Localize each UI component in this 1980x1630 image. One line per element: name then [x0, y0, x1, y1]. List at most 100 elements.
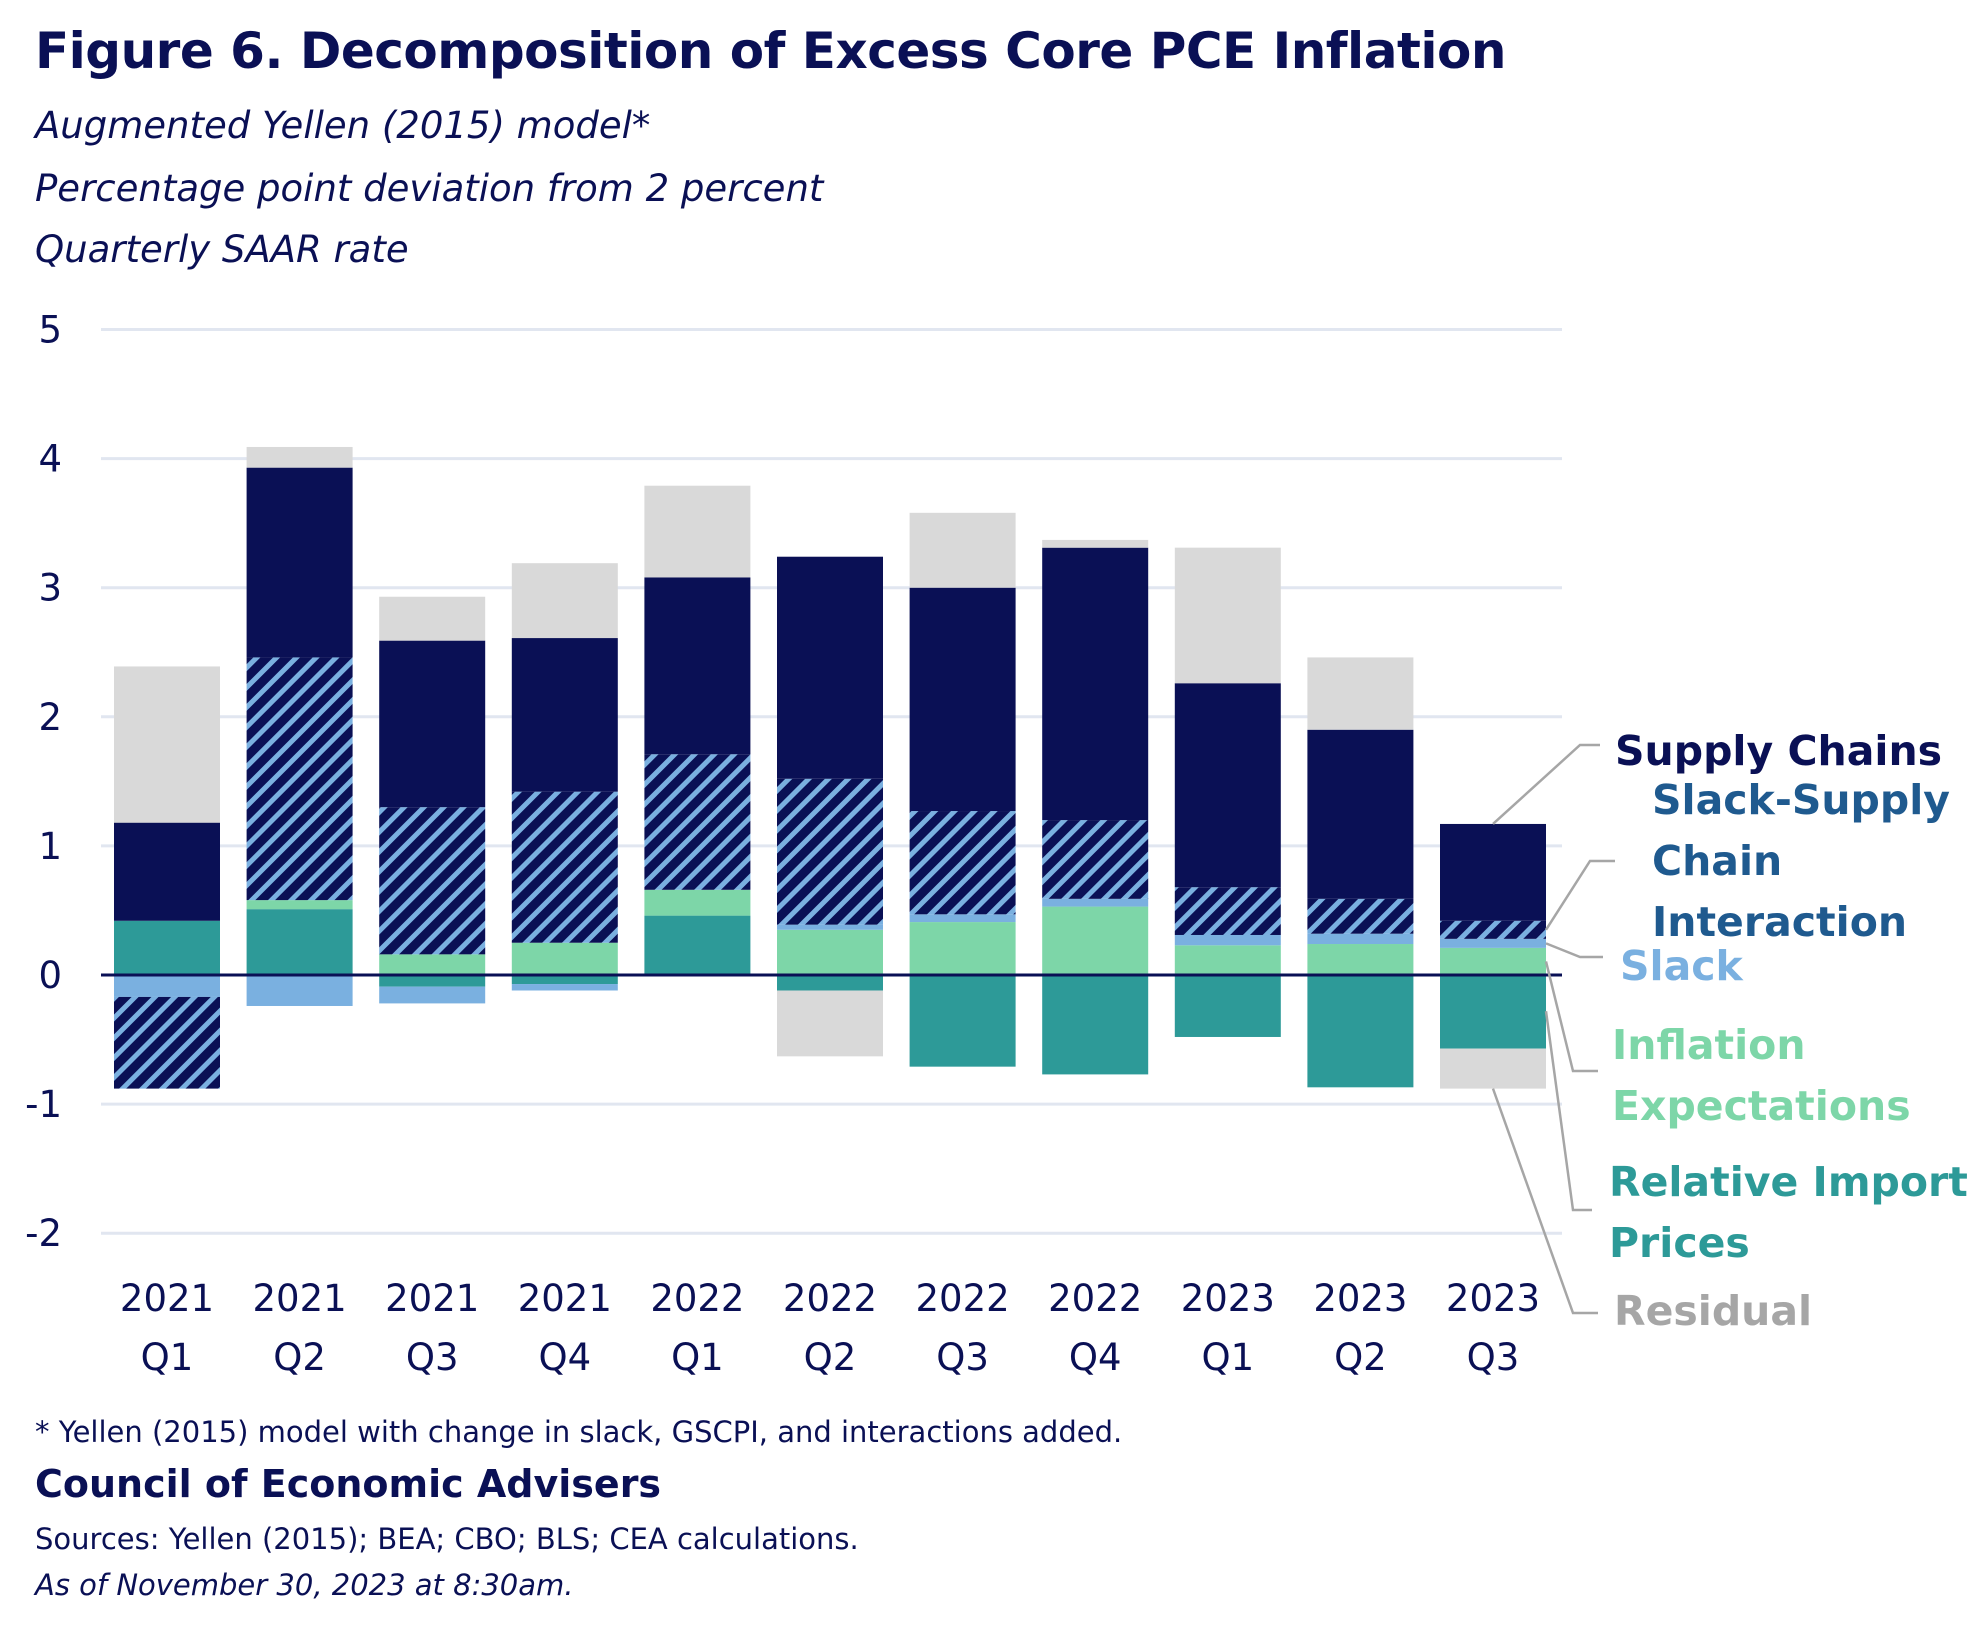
bar-segment-rip	[644, 915, 751, 975]
x-tick-quarter: Q3	[406, 1336, 459, 1379]
chart-subtitle-model: Augmented Yellen (2015) model*	[35, 104, 651, 147]
direct-label-legend: Relative Import Prices Inflation Expectatio…	[1491, 727, 1968, 1335]
x-tick-year: 2021	[253, 1277, 347, 1320]
legend-connector-slack	[1545, 942, 1603, 959]
bar-segment-rip	[1440, 975, 1546, 1049]
bar-segment-rip	[379, 975, 486, 987]
x-tick-quarter: Q2	[1334, 1336, 1387, 1379]
bar-segment-ie	[644, 889, 751, 916]
x-tick-quarter: Q1	[1201, 1336, 1254, 1379]
bar-segment-resid	[777, 990, 883, 1057]
x-tick-year: 2022	[1048, 1277, 1142, 1320]
bar-stack-2021-q4	[511, 563, 618, 991]
bar-segment-resid	[1174, 547, 1281, 684]
bar-segment-sc	[909, 587, 1016, 812]
legend-connector-rip	[1544, 1010, 1592, 1212]
bar-segment-slack	[114, 975, 220, 997]
x-tick-quarter: Q3	[1467, 1336, 1520, 1379]
bar-segment-ie	[909, 922, 1016, 975]
x-tick-quarter: Q1	[141, 1336, 194, 1379]
bar-segment-sc	[511, 638, 618, 792]
bar-segment-ie	[1174, 945, 1281, 975]
y-tick-label: 5	[38, 309, 62, 352]
bar-segment-slack	[1307, 933, 1414, 945]
bar-segment-int	[1174, 887, 1281, 935]
bar-stack-2021-q2	[246, 446, 353, 1006]
bar-stack-2022-q1	[644, 485, 751, 975]
bar-segment-slack	[909, 914, 1016, 923]
bar-segment-sc	[379, 640, 486, 808]
x-tick-quarter: Q2	[273, 1336, 326, 1379]
bar-segment-rip	[909, 975, 1016, 1067]
x-tick-year: 2021	[518, 1277, 612, 1320]
bar-segment-sc	[1440, 823, 1546, 921]
x-tick-quarter: Q3	[936, 1336, 989, 1379]
bar-segment-ie	[777, 929, 883, 975]
x-tick-year: 2023	[1313, 1277, 1407, 1320]
x-tick-year: 2023	[1181, 1277, 1275, 1320]
x-tick-year: 2023	[1446, 1277, 1540, 1320]
bar-segment-int	[644, 754, 751, 890]
bar-segment-slack	[246, 975, 353, 1006]
x-tick-year: 2022	[916, 1277, 1010, 1320]
x-axis-tick-labels: 2021 Q1 2021 Q2 2021 Q3 2021 Q4 2022 Q1 2022 Q2 2022…	[120, 1277, 1540, 1379]
legend-connector-int	[1544, 859, 1615, 931]
x-tick-quarter: Q1	[671, 1336, 724, 1379]
bar-stack-2022-q3	[909, 512, 1016, 1067]
bar-segment-resid	[114, 666, 220, 823]
bar-segment-sc	[777, 556, 883, 779]
bar-segment-sc	[644, 577, 751, 755]
bar-segment-int	[777, 778, 883, 925]
legend-label-ie: Inflation	[1612, 1021, 1806, 1069]
chart-title: Figure 6. Decomposition of Excess Core P…	[35, 22, 1506, 80]
x-tick-year: 2022	[650, 1277, 744, 1320]
bar-stacks	[114, 446, 1546, 1089]
bar-stack-2021-q1	[114, 666, 220, 1089]
bar-stack-2023-q3	[1440, 823, 1546, 1089]
bar-segment-rip	[246, 909, 353, 975]
y-tick-label: 2	[38, 696, 62, 739]
x-tick-quarter: Q2	[804, 1336, 857, 1379]
bar-segment-ie	[1307, 944, 1414, 975]
bar-stack-2023-q2	[1307, 657, 1414, 1088]
as-of-date: As of November 30, 2023 at 8:30am.	[35, 1568, 574, 1602]
bar-segment-ie	[379, 954, 486, 975]
bar-stack-2021-q3	[379, 596, 486, 1004]
y-tick-label: 0	[38, 954, 62, 997]
bar-segment-slack	[777, 924, 883, 930]
x-tick-quarter: Q4	[1069, 1336, 1122, 1379]
footnote: * Yellen (2015) model with change in sla…	[35, 1415, 1123, 1449]
legend-connector-resid	[1491, 1088, 1598, 1315]
bar-segment-sc	[1042, 547, 1149, 821]
legend-label-int: Chain	[1652, 837, 1782, 885]
legend-label-int: Interaction	[1652, 898, 1907, 946]
bar-segment-int	[246, 657, 353, 901]
legend-connector-sc	[1492, 743, 1600, 825]
legend-connector-ie	[1544, 961, 1598, 1073]
bar-segment-rip	[777, 975, 883, 991]
legend-label-rip: Relative Import	[1609, 1158, 1968, 1206]
bar-segment-resid	[511, 563, 618, 639]
bar-segment-resid	[909, 512, 1016, 588]
bar-segment-rip	[511, 975, 618, 985]
bar-segment-resid	[379, 596, 486, 641]
chart-subtitle-units: Percentage point deviation from 2 percen…	[35, 167, 824, 210]
y-tick-label: -1	[25, 1083, 62, 1126]
organization-name: Council of Economic Advisers	[35, 1462, 662, 1506]
chart-subtitle-frequency: Quarterly SAAR rate	[35, 228, 409, 271]
bar-segment-resid	[1042, 539, 1149, 548]
bar-segment-sc	[1174, 683, 1281, 888]
bar-segment-slack	[1042, 898, 1149, 907]
bar-segment-sc	[246, 467, 353, 658]
bar-segment-ie	[246, 900, 353, 910]
bar-segment-sc	[114, 822, 220, 921]
bar-segment-rip	[114, 920, 220, 975]
legend-label-ie: Expectations	[1612, 1082, 1911, 1130]
bar-stack-2023-q1	[1174, 547, 1281, 1037]
bar-segment-sc	[1307, 729, 1414, 899]
bar-segment-rip	[1042, 975, 1149, 1075]
bar-segment-int	[1307, 898, 1414, 934]
bar-segment-int	[1042, 820, 1149, 899]
bar-segment-slack	[379, 986, 486, 1004]
